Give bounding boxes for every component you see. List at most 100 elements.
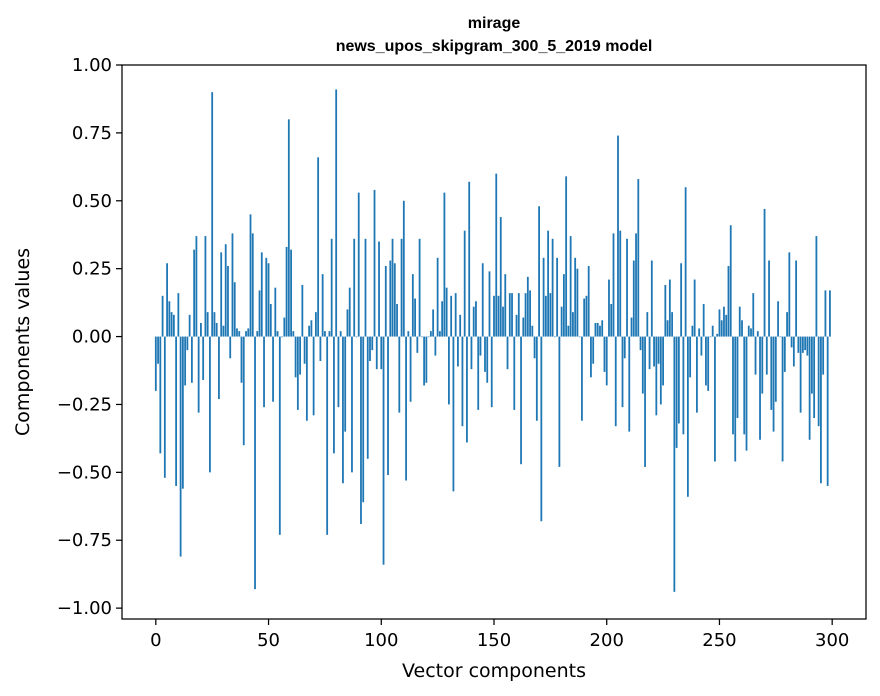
- bar-262: [745, 336, 748, 451]
- bar-156: [506, 336, 509, 370]
- bar-148: [488, 271, 491, 337]
- bar-226: [664, 284, 667, 337]
- bar-19: [197, 336, 200, 413]
- bar-272: [768, 260, 770, 337]
- bar-181: [562, 274, 565, 337]
- bar-185: [572, 312, 574, 337]
- bar-152: [497, 295, 500, 337]
- bar-4: [163, 336, 166, 478]
- bar-248: [714, 336, 716, 462]
- bar-64: [299, 336, 302, 375]
- bar-3: [161, 295, 164, 337]
- bar-9: [175, 336, 178, 486]
- bar-295: [820, 336, 822, 484]
- bar-186: [574, 257, 577, 337]
- bar-127: [441, 301, 444, 337]
- bar-231: [675, 336, 678, 448]
- bar-49: [265, 257, 268, 337]
- bar-54: [276, 331, 279, 337]
- bar-89: [355, 336, 358, 338]
- bar-166: [529, 290, 531, 337]
- bar-187: [576, 268, 579, 337]
- bar-132: [452, 336, 455, 492]
- bar-44: [254, 336, 256, 590]
- bar-241: [698, 328, 701, 337]
- bar-41: [247, 328, 250, 337]
- bar-93: [364, 238, 367, 337]
- bar-14: [186, 336, 189, 351]
- bar-8: [172, 314, 175, 337]
- bar-27: [215, 322, 218, 337]
- bar-147: [486, 336, 489, 383]
- bar-76: [326, 336, 329, 535]
- bar-276: [777, 301, 779, 337]
- bar-290: [808, 336, 811, 440]
- bar-256: [732, 336, 734, 435]
- bar-183: [567, 325, 570, 337]
- bar-228: [668, 279, 671, 337]
- bar-73: [319, 336, 322, 362]
- bar-146: [484, 336, 486, 372]
- bar-192: [587, 265, 590, 337]
- bar-134: [457, 336, 459, 367]
- bar-168: [533, 336, 536, 359]
- bar-22: [204, 236, 207, 337]
- bar-43: [251, 233, 254, 337]
- bar-97: [373, 189, 376, 337]
- bar-194: [592, 336, 595, 364]
- bar-160: [515, 314, 518, 337]
- bar-206: [619, 230, 622, 337]
- bar-242: [700, 336, 703, 356]
- bar-213: [635, 233, 637, 337]
- bar-285: [797, 336, 800, 353]
- bar-116: [416, 336, 419, 353]
- bar-140: [470, 336, 473, 370]
- bar-199: [603, 336, 606, 372]
- bar-94: [366, 336, 369, 459]
- bar-1: [157, 336, 159, 364]
- bar-123: [432, 309, 435, 337]
- x-axis-ticks: 0 50 100 150 200 250 300: [150, 619, 849, 651]
- bar-55: [278, 336, 281, 535]
- bar-184: [569, 236, 572, 337]
- y-axis-label: Components values: [12, 248, 34, 436]
- bar-158: [511, 293, 513, 337]
- bar-98: [375, 336, 378, 370]
- bar-154: [502, 306, 504, 337]
- bar-50: [267, 263, 270, 337]
- bar-74: [321, 274, 324, 337]
- bar-221: [653, 336, 655, 367]
- bar-171: [540, 336, 543, 522]
- bar-66: [303, 336, 306, 364]
- bar-62: [294, 336, 297, 378]
- bar-151: [495, 173, 498, 337]
- bar-125: [436, 257, 439, 337]
- bar-82: [339, 331, 342, 337]
- bar-275: [774, 336, 777, 402]
- bar-254: [727, 265, 730, 337]
- bar-250: [718, 309, 721, 337]
- bar-40: [245, 331, 247, 337]
- bar-75: [324, 331, 326, 337]
- bar-182: [565, 176, 568, 337]
- bar-30: [222, 325, 225, 337]
- bar-59: [287, 119, 290, 337]
- bar-6: [168, 301, 171, 337]
- bar-195: [594, 322, 597, 337]
- bar-141: [472, 306, 475, 337]
- bar-87: [351, 336, 353, 473]
- bar-271: [765, 336, 768, 375]
- bar-113: [409, 336, 412, 402]
- bar-63: [296, 336, 299, 410]
- bar-78: [330, 238, 333, 337]
- bar-26: [213, 312, 216, 337]
- bar-61: [292, 331, 295, 337]
- bar-223: [657, 336, 660, 364]
- bar-161: [517, 293, 520, 337]
- bar-238: [691, 325, 694, 337]
- bar-51: [269, 303, 272, 337]
- bar-53: [274, 287, 277, 337]
- bar-105: [391, 238, 394, 337]
- y-tick-label: 0.50: [72, 191, 112, 212]
- bar-287: [801, 336, 804, 353]
